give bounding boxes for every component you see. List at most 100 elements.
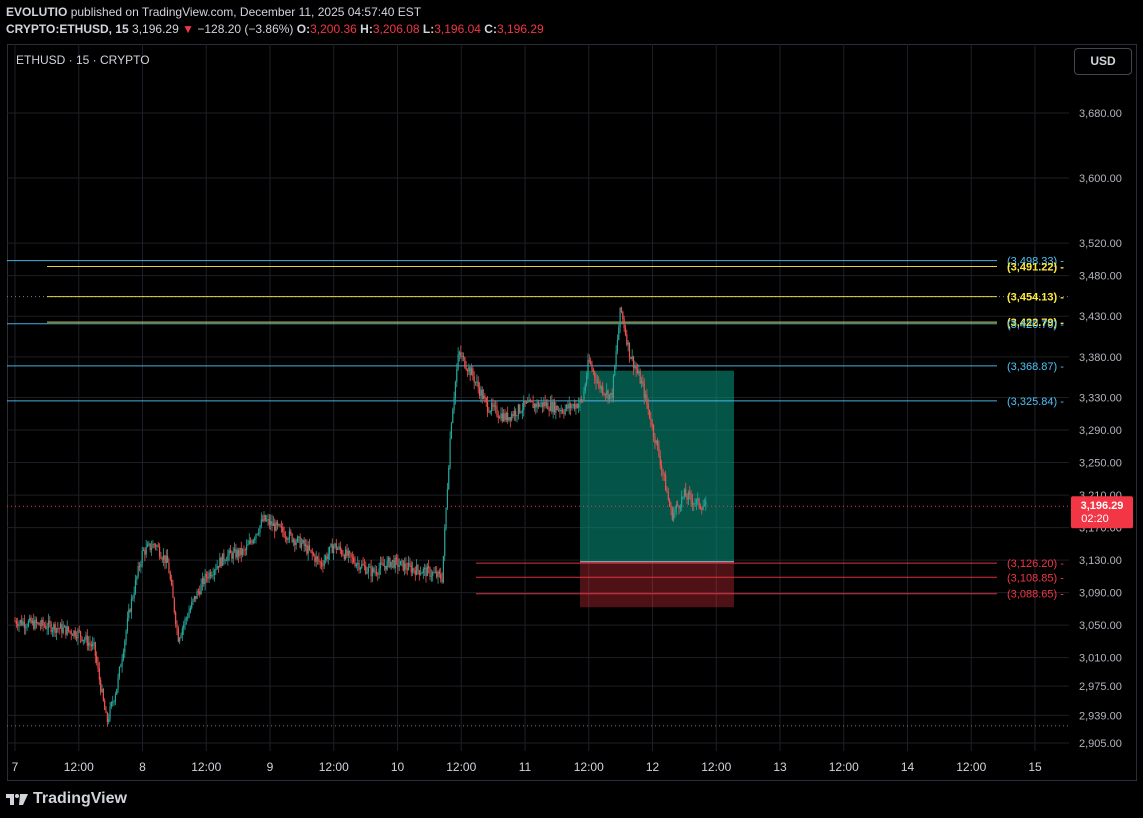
- candle-body: [320, 562, 323, 566]
- candle-body: [208, 572, 210, 579]
- candle-body: [525, 401, 528, 404]
- open-label: O:: [296, 22, 311, 36]
- candle-body: [698, 498, 700, 507]
- candle-body: [572, 404, 574, 407]
- candle-body: [424, 567, 426, 569]
- candle-body: [440, 573, 442, 579]
- candle-body: [620, 307, 623, 312]
- candle-body: [25, 626, 27, 628]
- candle-body: [592, 369, 594, 372]
- candle-body: [399, 560, 402, 566]
- candle-body: [444, 528, 446, 556]
- candle-body: [521, 409, 523, 413]
- candle-body: [333, 545, 335, 554]
- candle-body: [394, 557, 396, 568]
- candle-body: [462, 356, 465, 358]
- candle-body: [264, 515, 266, 521]
- time-axis-label: 12:00: [446, 760, 476, 774]
- candle-body: [98, 668, 100, 680]
- candle-body: [478, 387, 481, 396]
- author-name[interactable]: EVOLUTIO: [6, 5, 68, 19]
- candle-body: [359, 567, 361, 570]
- candle-body: [579, 399, 581, 405]
- candle-body: [246, 545, 248, 550]
- candle-body: [606, 390, 608, 395]
- currency-button[interactable]: USD: [1074, 48, 1132, 75]
- candle-body: [142, 550, 145, 551]
- candle-body: [673, 512, 675, 520]
- candle-body: [298, 536, 300, 538]
- candle-body: [35, 619, 38, 624]
- candle-body: [290, 531, 292, 534]
- candle-body: [235, 548, 237, 558]
- candle-body: [41, 619, 43, 626]
- chart-frame: [7, 44, 1137, 781]
- candle-body: [295, 541, 297, 545]
- candle-body: [470, 368, 473, 376]
- candle-body: [63, 625, 66, 628]
- price-chart[interactable]: (3,498.33) -(3,491.22) - (3,454.13) - (3,4…: [7, 44, 1137, 781]
- candle-body: [607, 390, 609, 400]
- candle-body: [203, 578, 205, 585]
- price-axis-label: 3,250.00: [1079, 458, 1122, 470]
- price-axis: 3,680.00 3,600.00 3,520.00 3,480.00 3,430.00…: [1079, 108, 1122, 750]
- candle-body: [49, 620, 51, 624]
- candle-body: [223, 553, 225, 561]
- candle-body: [670, 506, 672, 509]
- candle-body: [594, 371, 596, 378]
- candle-body: [136, 576, 138, 580]
- time-axis-label: 15: [1028, 760, 1042, 774]
- candle-body: [311, 550, 313, 554]
- candle-body: [89, 642, 91, 645]
- candle-body: [465, 367, 467, 370]
- symbol-legend[interactable]: ETHUSD · 15 · CRYPTO: [16, 53, 150, 67]
- candle-body: [141, 550, 143, 564]
- candle-body: [70, 631, 72, 635]
- candle-body: [263, 515, 265, 522]
- candle-body: [304, 544, 307, 547]
- candle-body: [86, 635, 88, 646]
- candle-body: [421, 573, 423, 574]
- candle-body: [157, 545, 159, 547]
- candle-body: [334, 543, 336, 546]
- candle-body: [30, 617, 32, 623]
- candle-body: [398, 565, 400, 567]
- candle-body: [565, 404, 568, 409]
- candle-body: [587, 360, 589, 376]
- candle-body: [51, 629, 54, 632]
- candle-body: [508, 417, 510, 421]
- candle-body: [172, 585, 174, 598]
- time-axis-label: 12:00: [574, 760, 604, 774]
- candle-body: [46, 628, 48, 630]
- candle-body: [584, 384, 586, 392]
- candle-body: [608, 394, 611, 400]
- level-label: (3,325.84) -: [1007, 396, 1064, 408]
- candle-body: [492, 403, 494, 407]
- candle-body: [192, 599, 194, 602]
- candle-body: [701, 508, 703, 510]
- position-target-zone: [580, 370, 734, 562]
- candle-body: [433, 572, 435, 574]
- candle-body: [393, 559, 395, 568]
- open-value: 3,200.36: [310, 22, 357, 36]
- candle-body: [118, 666, 121, 677]
- candle-body: [227, 554, 229, 561]
- candle-body: [267, 518, 269, 520]
- candle-body: [26, 626, 28, 628]
- price-axis-label: 3,090.00: [1079, 588, 1122, 600]
- candle-body: [140, 563, 142, 568]
- level-label: (3,498.33) -: [1007, 256, 1064, 268]
- candle-body: [430, 575, 432, 577]
- candle-body: [306, 544, 308, 554]
- time-axis-label: 7: [12, 760, 19, 774]
- candle-body: [53, 624, 55, 630]
- footer: [0, 783, 1143, 818]
- candle-body: [452, 409, 454, 423]
- candle-body: [169, 573, 171, 580]
- candle-body: [196, 591, 198, 599]
- candle-body: [129, 609, 131, 612]
- candle-body: [212, 574, 214, 576]
- candle-body: [675, 504, 677, 509]
- price-axis-label: 3,430.00: [1079, 311, 1122, 323]
- tradingview-logo[interactable]: TradingView: [6, 790, 127, 808]
